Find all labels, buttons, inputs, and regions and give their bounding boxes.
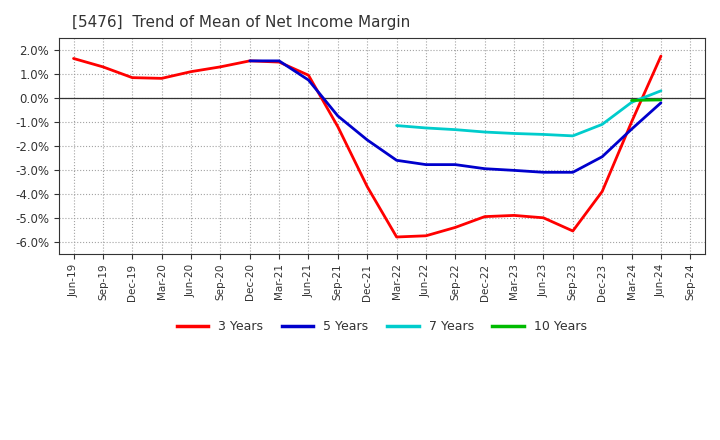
- 3 Years: [275, 59, 284, 65]
- 5 Years: [627, 127, 636, 132]
- 3 Years: [128, 75, 137, 80]
- 3 Years: [333, 124, 342, 129]
- 7 Years: [392, 123, 401, 128]
- 3 Years: [510, 213, 518, 218]
- 5 Years: [275, 58, 284, 63]
- 5 Years: [598, 154, 606, 159]
- 5 Years: [246, 58, 254, 63]
- Line: 5 Years: 5 Years: [250, 61, 661, 172]
- Line: 7 Years: 7 Years: [397, 91, 661, 136]
- 7 Years: [627, 100, 636, 105]
- 3 Years: [392, 235, 401, 240]
- 3 Years: [216, 64, 225, 70]
- 3 Years: [246, 58, 254, 63]
- Line: 3 Years: 3 Years: [73, 56, 661, 237]
- 3 Years: [657, 53, 665, 59]
- 7 Years: [569, 133, 577, 139]
- 3 Years: [69, 56, 78, 61]
- 3 Years: [598, 189, 606, 194]
- 5 Years: [569, 170, 577, 175]
- 5 Years: [539, 170, 548, 175]
- 10 Years: [657, 97, 665, 103]
- 7 Years: [539, 132, 548, 137]
- 5 Years: [333, 114, 342, 119]
- Legend: 3 Years, 5 Years, 7 Years, 10 Years: 3 Years, 5 Years, 7 Years, 10 Years: [172, 315, 592, 338]
- 7 Years: [451, 127, 459, 132]
- 3 Years: [451, 225, 459, 230]
- 5 Years: [510, 168, 518, 173]
- 10 Years: [627, 98, 636, 103]
- 3 Years: [363, 184, 372, 189]
- 7 Years: [657, 88, 665, 93]
- 5 Years: [480, 166, 489, 171]
- 5 Years: [392, 158, 401, 163]
- 5 Years: [451, 162, 459, 167]
- 5 Years: [363, 137, 372, 143]
- 3 Years: [627, 119, 636, 125]
- 3 Years: [539, 215, 548, 220]
- 3 Years: [158, 76, 166, 81]
- Text: [5476]  Trend of Mean of Net Income Margin: [5476] Trend of Mean of Net Income Margi…: [72, 15, 410, 30]
- 5 Years: [657, 100, 665, 106]
- 7 Years: [480, 129, 489, 135]
- 5 Years: [304, 77, 312, 83]
- 7 Years: [510, 131, 518, 136]
- 3 Years: [304, 73, 312, 78]
- 3 Years: [99, 64, 107, 70]
- 7 Years: [598, 122, 606, 127]
- 5 Years: [422, 162, 431, 167]
- 3 Years: [422, 233, 431, 238]
- 3 Years: [569, 228, 577, 234]
- 3 Years: [480, 214, 489, 219]
- 3 Years: [186, 69, 195, 74]
- 7 Years: [422, 125, 431, 131]
